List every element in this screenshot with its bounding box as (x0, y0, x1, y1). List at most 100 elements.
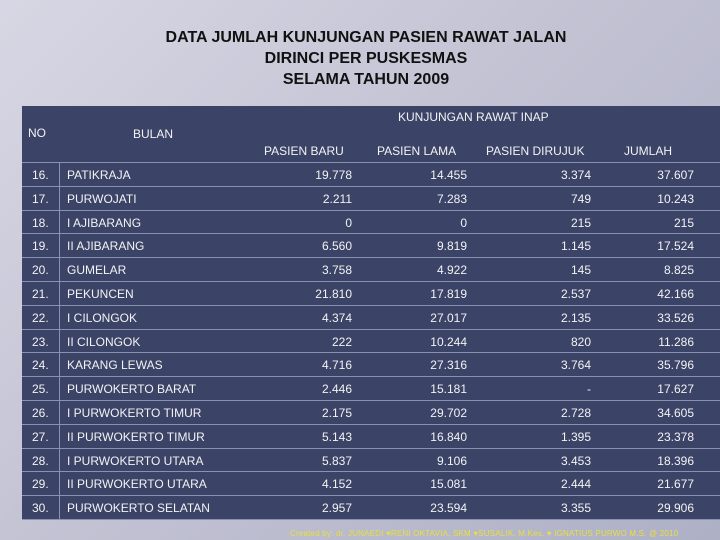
header-jumlah: JUMLAH (624, 144, 673, 158)
title-line-3: SELAMA TAHUN 2009 (282, 71, 450, 88)
cell-pasien-dirujuk: 1.145 (560, 239, 591, 253)
cell-puskesmas: GUMELAR (67, 263, 127, 277)
cell-jumlah: 11.286 (658, 335, 694, 349)
header-no: NO (28, 126, 46, 140)
cell-no: 16. (32, 168, 49, 182)
cell-pasien-baru: 4.152 (321, 477, 352, 491)
cell-pasien-dirujuk: - (587, 382, 591, 396)
column-divider (59, 162, 60, 519)
cell-pasien-lama: 4.922 (436, 263, 467, 277)
header-pasien-dirujuk: PASIEN DIRUJUK (486, 144, 585, 158)
cell-pasien-lama: 0 (460, 216, 467, 230)
cell-jumlah: 10.243 (657, 192, 694, 206)
cell-no: 24. (32, 358, 49, 372)
row-divider (22, 162, 720, 163)
cell-pasien-dirujuk: 145 (570, 263, 591, 277)
cell-pasien-dirujuk: 3.355 (560, 501, 591, 515)
cell-puskesmas: I CILONGOK (67, 311, 138, 325)
cell-jumlah: 34.605 (657, 406, 694, 420)
cell-jumlah: 8.825 (663, 263, 694, 277)
cell-puskesmas: I PURWOKERTO TIMUR (67, 406, 202, 420)
cell-pasien-lama: 29.702 (430, 406, 467, 420)
row-divider (22, 495, 720, 496)
cell-pasien-baru: 3.758 (321, 263, 352, 277)
cell-pasien-dirujuk: 3.374 (560, 168, 591, 182)
cell-puskesmas: KARANG LEWAS (67, 358, 163, 372)
cell-pasien-lama: 15.081 (430, 477, 467, 491)
cell-pasien-lama: 9.819 (436, 239, 467, 253)
cell-jumlah: 42.166 (657, 287, 694, 301)
cell-pasien-dirujuk: 2.537 (560, 287, 591, 301)
cell-no: 17. (32, 192, 49, 206)
header-bulan: BULAN (133, 127, 174, 141)
cell-puskesmas: II PURWOKERTO TIMUR (67, 430, 205, 444)
cell-pasien-dirujuk: 2.135 (560, 311, 591, 325)
row-divider (22, 448, 720, 449)
row-divider (22, 186, 720, 187)
row-divider (22, 210, 720, 211)
cell-pasien-dirujuk: 749 (570, 192, 591, 206)
row-divider (22, 281, 720, 282)
cell-pasien-baru: 4.374 (321, 311, 352, 325)
cell-pasien-lama: 27.316 (430, 358, 467, 372)
header-pasien-lama: PASIEN LAMA (377, 144, 457, 158)
cell-pasien-dirujuk: 2.444 (560, 477, 591, 491)
row-divider (22, 329, 720, 330)
cell-jumlah: 37.607 (657, 168, 694, 182)
cell-jumlah: 21.677 (657, 477, 694, 491)
row-divider (22, 233, 720, 234)
cell-puskesmas: PATIKRAJA (67, 168, 131, 182)
header-pasien-baru: PASIEN BARU (264, 144, 344, 158)
cell-pasien-dirujuk: 2.728 (560, 406, 591, 420)
cell-pasien-baru: 5.143 (321, 430, 352, 444)
row-divider (22, 424, 720, 425)
cell-no: 30. (32, 501, 49, 515)
cell-pasien-baru: 222 (331, 335, 352, 349)
data-table (22, 106, 720, 519)
cell-jumlah: 29.906 (657, 501, 694, 515)
cell-pasien-lama: 15.181 (430, 382, 467, 396)
cell-pasien-baru: 2.446 (321, 382, 352, 396)
cell-puskesmas: PURWOKERTO SELATAN (67, 501, 210, 515)
cell-puskesmas: I PURWOKERTO UTARA (67, 454, 204, 468)
cell-jumlah: 33.526 (657, 311, 694, 325)
cell-pasien-baru: 2.957 (321, 501, 352, 515)
cell-jumlah: 17.627 (657, 382, 694, 396)
cell-puskesmas: I AJIBARANG (67, 216, 142, 230)
cell-puskesmas: II CILONGOK (67, 335, 141, 349)
cell-no: 28. (32, 454, 49, 468)
row-divider (22, 519, 720, 520)
cell-pasien-lama: 17.819 (430, 287, 467, 301)
cell-jumlah: 215 (673, 216, 694, 230)
row-divider (22, 471, 720, 472)
cell-no: 21. (32, 287, 49, 301)
cell-pasien-baru: 21.810 (315, 287, 352, 301)
cell-pasien-dirujuk: 215 (570, 216, 591, 230)
cell-puskesmas: PURWOJATI (67, 192, 137, 206)
cell-puskesmas: II PURWOKERTO UTARA (67, 477, 207, 491)
cell-no: 26. (32, 406, 49, 420)
cell-no: 20. (32, 263, 49, 277)
cell-pasien-lama: 27.017 (430, 311, 467, 325)
cell-jumlah: 35.796 (657, 358, 694, 372)
cell-puskesmas: PURWOKERTO BARAT (67, 382, 197, 396)
cell-pasien-dirujuk: 3.453 (560, 454, 591, 468)
header-kunjungan-rawat-inap: KUNJUNGAN RAWAT INAP (398, 110, 549, 124)
cell-pasien-dirujuk: 3.764 (560, 358, 591, 372)
cell-pasien-baru: 2.175 (321, 406, 352, 420)
title-line-1: DATA JUMLAH KUNJUNGAN PASIEN RAWAT JALAN (165, 29, 567, 46)
cell-pasien-lama: 16.840 (430, 430, 467, 444)
row-divider (22, 257, 720, 258)
cell-no: 23. (32, 335, 49, 349)
cell-pasien-baru: 6.560 (321, 239, 352, 253)
cell-pasien-lama: 9.106 (436, 454, 467, 468)
cell-jumlah: 17.524 (657, 239, 694, 253)
cell-pasien-dirujuk: 1.395 (560, 430, 591, 444)
cell-pasien-lama: 10.244 (430, 335, 467, 349)
cell-no: 19. (32, 239, 49, 253)
cell-pasien-baru: 19.778 (315, 168, 352, 182)
cell-pasien-lama: 14.455 (430, 168, 467, 182)
page-title: DATA JUMLAH KUNJUNGAN PASIEN RAWAT JALAN… (0, 27, 720, 90)
cell-no: 27. (32, 430, 49, 444)
